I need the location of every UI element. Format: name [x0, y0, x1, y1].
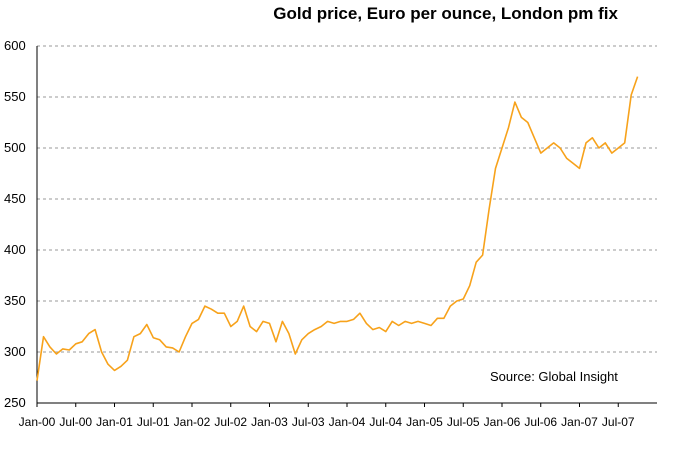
- x-tick-labels: Jan-00 Jul-00 Jan-01 Jul-01 Jan-02 Jul-02 Jan-…: [19, 403, 635, 429]
- x-tick-label: Jan-05: [406, 415, 443, 429]
- y-tick-label: 500: [4, 140, 26, 155]
- x-tick-label: Jan-06: [484, 415, 521, 429]
- y-tick-label: 300: [4, 344, 26, 359]
- chart-title: Gold price, Euro per ounce, London pm fi…: [273, 4, 618, 23]
- x-tick-label: Jan-03: [251, 415, 288, 429]
- x-tick-label: Jul-06: [524, 415, 557, 429]
- y-tick-label: 350: [4, 293, 26, 308]
- y-tick-label: 600: [4, 38, 26, 53]
- y-tick-label: 450: [4, 191, 26, 206]
- source-annotation: Source: Global Insight: [490, 369, 618, 384]
- x-tick-label: Jul-07: [602, 415, 635, 429]
- series: [36, 76, 639, 381]
- x-tick-label: Jul-05: [447, 415, 480, 429]
- x-tick-label: Jul-02: [214, 415, 247, 429]
- x-tick-label: Jan-02: [174, 415, 211, 429]
- x-tick-label: Jul-01: [137, 415, 170, 429]
- x-tick-label: Jan-04: [329, 415, 366, 429]
- y-tick-label: 250: [4, 395, 26, 410]
- x-tick-label: Jul-00: [59, 415, 92, 429]
- gridlines: [37, 45, 657, 353]
- y-tick-label: 400: [4, 242, 26, 257]
- x-tick-label: Jul-03: [292, 415, 325, 429]
- x-tick-label: Jan-07: [561, 415, 598, 429]
- x-tick-label: Jul-04: [369, 415, 402, 429]
- y-tick-labels: 250 300 350 400 450 500 550 600: [4, 38, 26, 410]
- x-tick-label: Jan-01: [96, 415, 133, 429]
- y-tick-label: 550: [4, 89, 26, 104]
- gold-price-line: [36, 76, 639, 381]
- x-tick-label: Jan-00: [19, 415, 56, 429]
